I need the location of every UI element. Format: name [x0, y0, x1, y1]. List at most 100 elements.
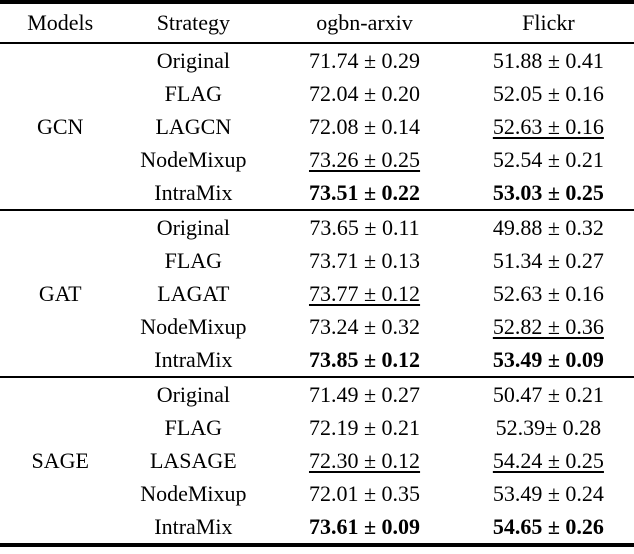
- table-row: NodeMixup 73.26 ± 0.25 52.54 ± 0.21: [0, 143, 634, 176]
- arxiv-value-cell: 71.74 ± 0.29: [266, 43, 463, 77]
- flickr-value-cell: 54.24 ± 0.25: [463, 444, 634, 477]
- model-group-gat: GAT Original 73.65 ± 0.11 49.88 ± 0.32 F…: [0, 210, 634, 377]
- strategy-cell: FLAG: [164, 80, 223, 106]
- arxiv-value-cell: 73.61 ± 0.09: [266, 510, 463, 545]
- arxiv-value-cell: 72.08 ± 0.14: [266, 110, 463, 143]
- score-value: 53.49 ± 0.09: [492, 346, 604, 372]
- arxiv-value-cell: 73.26 ± 0.25: [266, 143, 463, 176]
- score-value: 52.82 ± 0.36: [492, 313, 604, 339]
- strategy-cell: IntraMix: [154, 513, 233, 539]
- arxiv-value-cell: 73.77 ± 0.12: [266, 277, 463, 310]
- flickr-value-cell: 53.49 ± 0.24: [463, 477, 634, 510]
- table-row: GAT Original 73.65 ± 0.11 49.88 ± 0.32: [0, 210, 634, 306]
- strategy-cell: NodeMixup: [140, 313, 247, 339]
- arxiv-value-cell: 71.49 ± 0.27: [266, 377, 463, 411]
- score-value: 54.65 ± 0.26: [492, 513, 604, 539]
- strategy-cell: FLAG: [164, 414, 223, 440]
- score-value: 51.34 ± 0.27: [492, 247, 604, 273]
- score-value: 52.54 ± 0.21: [492, 146, 604, 172]
- arxiv-value-cell: 73.51 ± 0.22: [266, 176, 463, 210]
- score-value: 72.04 ± 0.20: [308, 80, 421, 106]
- score-value: 73.61 ± 0.09: [308, 513, 421, 539]
- arxiv-value-cell: 73.65 ± 0.11: [266, 210, 463, 244]
- model-cell: GAT: [38, 280, 82, 306]
- score-value: 52.39± 0.28: [495, 414, 602, 440]
- strategy-cell: Original: [156, 47, 231, 73]
- col-header-models: Models: [27, 10, 94, 35]
- strategy-cell: IntraMix: [154, 179, 233, 205]
- score-value: 73.51 ± 0.22: [308, 179, 421, 205]
- table-row: FLAG 72.19 ± 0.21 52.39± 0.28: [0, 411, 634, 444]
- arxiv-value-cell: 72.04 ± 0.20: [266, 77, 463, 110]
- score-value: 54.24 ± 0.25: [492, 447, 604, 473]
- col-header-strategy: Strategy: [156, 10, 231, 35]
- table-row: LAGCN 72.08 ± 0.14 52.63 ± 0.16: [0, 110, 634, 143]
- header-row: Models Strategy ogbn-arxiv Flickr: [0, 2, 634, 43]
- arxiv-value-cell: 73.24 ± 0.32: [266, 310, 463, 343]
- score-value: 73.77 ± 0.12: [308, 280, 421, 306]
- model-cell: GCN: [37, 113, 84, 139]
- flickr-value-cell: 52.63 ± 0.16: [463, 277, 634, 310]
- score-value: 73.65 ± 0.11: [309, 214, 420, 240]
- flickr-value-cell: 52.05 ± 0.16: [463, 77, 634, 110]
- strategy-cell: FLAG: [164, 247, 223, 273]
- score-value: 52.05 ± 0.16: [492, 80, 604, 106]
- table-row: LAGAT 73.77 ± 0.12 52.63 ± 0.16: [0, 277, 634, 310]
- score-value: 73.26 ± 0.25: [308, 146, 421, 172]
- score-value: 50.47 ± 0.21: [492, 381, 604, 407]
- table-row: FLAG 73.71 ± 0.13 51.34 ± 0.27: [0, 244, 634, 277]
- flickr-value-cell: 51.88 ± 0.41: [463, 43, 634, 77]
- score-value: 51.88 ± 0.41: [492, 47, 604, 73]
- table-row: NodeMixup 73.24 ± 0.32 52.82 ± 0.36: [0, 310, 634, 343]
- flickr-value-cell: 49.88 ± 0.32: [463, 210, 634, 244]
- arxiv-value-cell: 72.30 ± 0.12: [266, 444, 463, 477]
- flickr-value-cell: 50.47 ± 0.21: [463, 377, 634, 411]
- strategy-cell: NodeMixup: [140, 146, 247, 172]
- score-value: 49.88 ± 0.32: [492, 214, 604, 240]
- model-group-sage: SAGE Original 71.49 ± 0.27 50.47 ± 0.21 …: [0, 377, 634, 545]
- flickr-value-cell: 53.49 ± 0.09: [463, 343, 634, 377]
- flickr-value-cell: 52.82 ± 0.36: [463, 310, 634, 343]
- table-row: SAGE Original 71.49 ± 0.27 50.47 ± 0.21: [0, 377, 634, 473]
- score-value: 53.49 ± 0.24: [492, 480, 604, 506]
- flickr-value-cell: 54.65 ± 0.26: [463, 510, 634, 545]
- score-value: 73.24 ± 0.32: [308, 313, 421, 339]
- flickr-value-cell: 53.03 ± 0.25: [463, 176, 634, 210]
- col-header-flickr: Flickr: [522, 10, 575, 35]
- score-value: 53.03 ± 0.25: [492, 179, 604, 205]
- score-value: 52.63 ± 0.16: [492, 280, 604, 306]
- strategy-cell: LASAGE: [149, 447, 237, 473]
- arxiv-value-cell: 73.85 ± 0.12: [266, 343, 463, 377]
- arxiv-value-cell: 72.19 ± 0.21: [266, 411, 463, 444]
- table-row: FLAG 72.04 ± 0.20 52.05 ± 0.16: [0, 77, 634, 110]
- table-row: IntraMix 73.85 ± 0.12 53.49 ± 0.09: [0, 343, 634, 377]
- score-value: 73.85 ± 0.12: [308, 346, 421, 372]
- score-value: 73.71 ± 0.13: [308, 247, 421, 273]
- strategy-cell: LAGAT: [157, 280, 230, 306]
- score-value: 72.01 ± 0.35: [308, 480, 421, 506]
- flickr-value-cell: 52.54 ± 0.21: [463, 143, 634, 176]
- strategy-cell: LAGCN: [155, 113, 232, 139]
- table-row: GCN Original 71.74 ± 0.29 51.88 ± 0.41: [0, 43, 634, 139]
- model-cell: SAGE: [31, 447, 89, 473]
- table-row: IntraMix 73.61 ± 0.09 54.65 ± 0.26: [0, 510, 634, 545]
- score-value: 71.74 ± 0.29: [308, 47, 421, 73]
- flickr-value-cell: 52.39± 0.28: [463, 411, 634, 444]
- table-row: NodeMixup 72.01 ± 0.35 53.49 ± 0.24: [0, 477, 634, 510]
- col-header-ogbn-arxiv: ogbn-arxiv: [316, 10, 413, 35]
- flickr-value-cell: 52.63 ± 0.16: [463, 110, 634, 143]
- score-value: 52.63 ± 0.16: [492, 113, 604, 139]
- strategy-cell: Original: [156, 214, 231, 240]
- flickr-value-cell: 51.34 ± 0.27: [463, 244, 634, 277]
- score-value: 72.19 ± 0.21: [308, 414, 421, 440]
- arxiv-value-cell: 73.71 ± 0.13: [266, 244, 463, 277]
- score-value: 72.30 ± 0.12: [308, 447, 421, 473]
- score-value: 72.08 ± 0.14: [308, 113, 421, 139]
- model-group-gcn: GCN Original 71.74 ± 0.29 51.88 ± 0.41 F…: [0, 43, 634, 210]
- strategy-cell: Original: [156, 381, 231, 407]
- arxiv-value-cell: 72.01 ± 0.35: [266, 477, 463, 510]
- score-value: 71.49 ± 0.27: [308, 381, 421, 407]
- table-header: Models Strategy ogbn-arxiv Flickr: [0, 2, 634, 43]
- table-row: IntraMix 73.51 ± 0.22 53.03 ± 0.25: [0, 176, 634, 210]
